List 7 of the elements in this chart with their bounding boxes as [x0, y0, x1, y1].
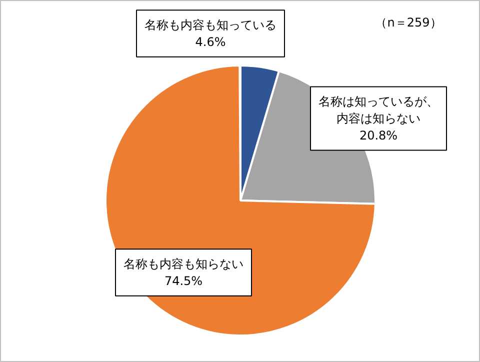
text: （n＝259）: [375, 16, 442, 30]
data-label: 20.8%: [359, 128, 398, 142]
data-label: 4.6%: [195, 34, 226, 49]
slice-label: 名称は知っているが、内容は知らない: [318, 94, 438, 126]
data-label: 74.5%: [164, 274, 203, 288]
slice-label: 名称も内容も知っている: [144, 18, 276, 32]
slice-label: 名称も内容も知らない: [124, 257, 244, 272]
